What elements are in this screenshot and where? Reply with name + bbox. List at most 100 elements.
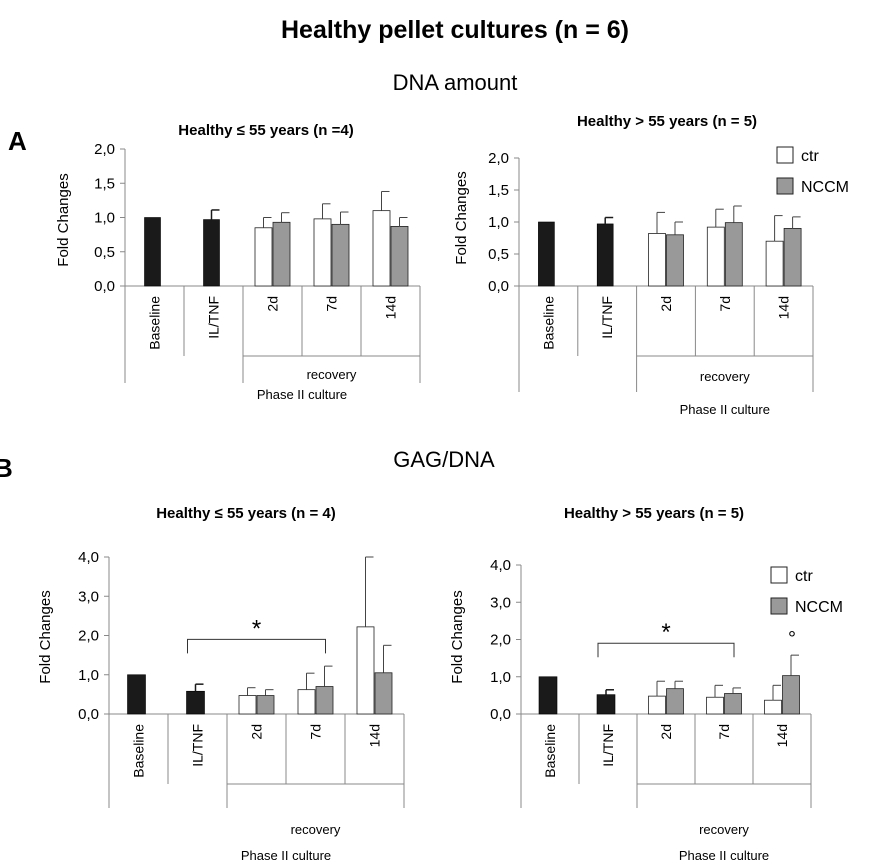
y-tick-label: 0,0: [94, 278, 115, 295]
bar-il-tnf: [186, 690, 205, 715]
category-label: 7d: [324, 296, 340, 312]
legend-label-nccm: NCCM: [795, 599, 843, 616]
x-axis-label: Phase II culture: [241, 848, 331, 863]
category-label: Baseline: [131, 724, 147, 778]
category-label: Baseline: [147, 296, 163, 350]
bar-nccm-2d: [272, 221, 291, 287]
bar-nccm-7d: [315, 686, 334, 715]
category-label: Baseline: [540, 296, 556, 350]
category-label: 7d: [308, 724, 324, 740]
y-tick-label: 2,0: [94, 141, 115, 158]
legend: ctr NCCM: [776, 146, 849, 196]
bar-nccm-7d: [724, 222, 743, 287]
chart-title: Healthy ≤ 55 years (n =4): [178, 122, 353, 139]
category-label: 2d: [658, 296, 674, 312]
significance-star: *: [252, 615, 261, 642]
group-label: recovery: [291, 822, 341, 837]
legend-label-nccm: NCCM: [801, 179, 849, 196]
y-tick-label: 2,0: [490, 632, 511, 649]
bar-ctr-14d: [765, 240, 784, 287]
bar-nccm-2d: [666, 234, 684, 287]
y-tick-label: 1,0: [78, 667, 99, 684]
category-label: 2d: [249, 724, 265, 740]
y-tick-label: 3,0: [490, 594, 511, 611]
bar-ctr-2d: [648, 695, 666, 715]
significance-bracket: [187, 638, 326, 654]
group-label: recovery: [699, 822, 749, 837]
legend: ctr NCCM: [770, 566, 843, 616]
y-tick-label: 3,0: [78, 588, 99, 605]
bar-ctr-2d: [254, 227, 273, 287]
category-label: Baseline: [542, 724, 558, 778]
bar-nccm-14d: [374, 672, 393, 715]
y-tick-label: 2,0: [488, 150, 509, 167]
chart-panel-4: Healthy > 55 years (n = 5) Fold Changes 0,…: [449, 505, 843, 863]
category-label: IL/TNF: [190, 724, 206, 767]
bar-ctr-14d: [372, 210, 391, 287]
bar-ctr-14d: [764, 699, 782, 715]
bar-baseline: [144, 217, 161, 287]
bar-nccm-14d: [390, 226, 409, 287]
section-title-dna: DNA amount: [393, 70, 518, 95]
section-letter-a: A: [8, 126, 27, 156]
chart-title: Healthy > 55 years (n = 5): [564, 505, 744, 522]
significance-bracket: [597, 642, 735, 658]
y-tick-label: 1,5: [94, 175, 115, 192]
category-label: IL/TNF: [600, 724, 616, 767]
y-tick-label: 1,5: [488, 182, 509, 199]
y-tick-label: 1,0: [490, 669, 511, 686]
y-tick-label: 0,0: [78, 706, 99, 723]
x-axis-label: Phase II culture: [257, 387, 347, 402]
section-letter-b: B: [0, 453, 13, 483]
category-label: 14d: [383, 296, 399, 319]
category-label: 14d: [774, 724, 790, 747]
bar-il-tnf: [596, 694, 616, 715]
chart-panel-2: Healthy > 55 years (n = 5) Fold Changes 0,…: [453, 113, 849, 417]
bar-nccm-14d: [782, 675, 800, 715]
bar-ctr-7d: [313, 218, 332, 287]
bar-nccm-7d: [724, 693, 742, 715]
bar-ctr-7d: [706, 696, 724, 715]
figure-title: Healthy pellet cultures (n = 6): [281, 16, 629, 44]
bar-ctr-2d: [648, 233, 666, 287]
bar-baseline: [538, 221, 555, 287]
chart-panels: Healthy ≤ 55 years (n =4) Fold Changes 0,0…: [37, 113, 849, 863]
y-axis-label: Fold Changes: [37, 590, 54, 683]
y-axis-label: Fold Changes: [449, 590, 466, 683]
legend-swatch-nccm: [770, 597, 788, 615]
category-label: 14d: [367, 724, 383, 747]
y-axis-label: Fold Changes: [453, 171, 470, 264]
bar-nccm-7d: [331, 223, 350, 287]
bar-il-tnf: [596, 223, 614, 287]
bar-il-tnf: [203, 219, 220, 287]
y-tick-label: 0,0: [488, 278, 509, 295]
legend-swatch-ctr: [770, 566, 788, 584]
y-axis-label: Fold Changes: [55, 173, 72, 266]
y-tick-label: 2,0: [78, 628, 99, 645]
x-axis-label: Phase II culture: [680, 402, 770, 417]
chart-title: Healthy ≤ 55 years (n = 4): [156, 505, 336, 522]
legend-swatch-nccm: [776, 177, 794, 195]
group-label: recovery: [307, 367, 357, 382]
chart-panel-3: Healthy ≤ 55 years (n = 4) Fold Changes 0,…: [37, 505, 405, 863]
bar-ctr-7d: [706, 226, 725, 287]
category-label: 14d: [776, 296, 792, 319]
degree-mark: °: [788, 628, 796, 650]
category-label: 7d: [716, 724, 732, 740]
bar-ctr-2d: [238, 695, 257, 715]
legend-label-ctr: ctr: [795, 568, 813, 585]
y-tick-label: 0,0: [490, 706, 511, 723]
y-tick-label: 0,5: [488, 246, 509, 263]
bar-ctr-7d: [297, 689, 316, 715]
bar-baseline: [127, 674, 146, 715]
section-title-gag: GAG/DNA: [393, 447, 495, 472]
category-label: IL/TNF: [206, 296, 222, 339]
y-tick-label: 4,0: [490, 557, 511, 574]
chart-panel-1: Healthy ≤ 55 years (n =4) Fold Changes 0,0…: [55, 122, 421, 402]
bar-nccm-2d: [666, 688, 684, 715]
bar-nccm-2d: [256, 695, 275, 715]
category-label: IL/TNF: [599, 296, 615, 339]
y-tick-label: 0,5: [94, 244, 115, 261]
bar-nccm-14d: [783, 227, 802, 287]
